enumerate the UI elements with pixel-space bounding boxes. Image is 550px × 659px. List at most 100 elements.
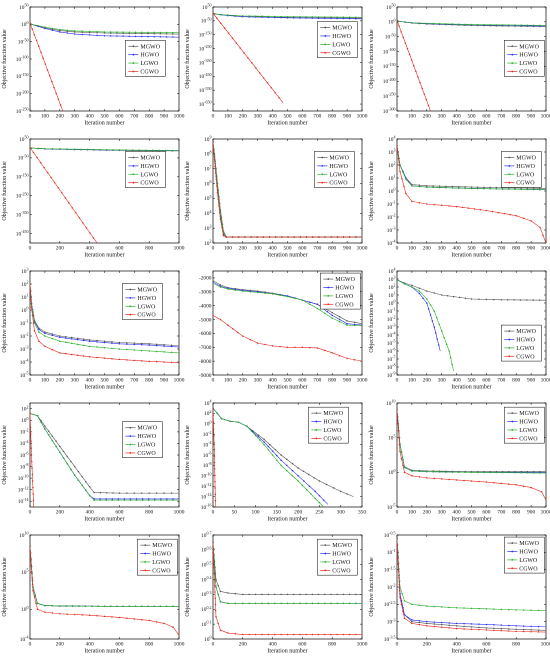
data-point-cgwo [301,346,304,349]
plot-frame [29,138,180,244]
data-point-lgwo [426,186,428,188]
y-tick-label: 10-12 [201,482,212,490]
x-tick-label: 1000 [541,642,550,648]
legend-marker-mgwo [132,156,135,159]
data-point-cgwo [418,623,421,626]
data-point-lgwo [80,148,82,151]
plot-area [30,545,179,636]
data-point-lgwo [93,148,95,151]
data-point-lgwo [234,602,237,605]
data-point-mgwo [513,299,515,301]
legend-label-hgwo: HGWO [152,552,171,558]
y-tick-label: 10-6 [203,451,212,459]
data-point-lgwo [84,605,87,607]
series-line-lgwo [397,279,454,372]
data-point-hgwo [141,344,143,346]
data-point-lgwo [292,602,295,605]
data-point-mgwo [311,593,314,596]
data-point-cgwo [51,348,54,351]
data-point-cgwo [262,77,265,79]
data-point-cgwo [398,25,400,27]
data-point-cgwo [148,619,150,622]
x-tick-label: 700 [130,114,138,120]
data-point-hgwo [500,624,503,626]
data-point-lgwo [246,425,248,428]
data-point-lgwo [403,466,406,469]
data-point-lgwo [237,421,240,423]
data-point-mgwo [47,430,50,432]
data-point-cgwo [32,499,35,502]
data-point-lgwo [445,23,447,25]
data-point-lgwo [438,471,441,473]
x-tick-label: 700 [497,246,505,252]
data-point-cgwo [213,566,215,568]
data-point-cgwo [398,583,401,586]
data-point-cgwo [141,618,143,621]
y-tick-label: 104 [204,209,211,217]
data-point-lgwo [71,605,74,607]
data-point-lgwo [402,171,404,173]
data-point-mgwo [111,341,113,343]
legend-marker-mgwo [132,45,135,48]
x-tick-label: 900 [160,114,168,120]
chart-panel-11: 0 50 100 150 200 250 300 350 104 102 100 10-2 10-4 10… [184,399,366,523]
data-point-cgwo [126,359,128,361]
legend-marker-cgwo [321,181,324,184]
y-tick-label: 10-150 [199,30,212,38]
data-point-lgwo [129,499,132,501]
data-point-cgwo [32,151,35,154]
data-point-lgwo [85,489,87,492]
data-point-cgwo [463,479,465,482]
data-point-mgwo [317,593,320,596]
data-point-hgwo [426,302,428,304]
legend-marker-hgwo [321,164,324,167]
data-point-cgwo [213,461,216,464]
data-point-hgwo [493,624,495,626]
data-point-cgwo [470,480,473,482]
data-point-lgwo [165,149,167,152]
data-point-cgwo [399,450,401,453]
data-point-mgwo [96,31,98,34]
data-point-lgwo [403,600,406,602]
data-point-cgwo [274,91,276,94]
data-point-mgwo [537,629,540,631]
data-point-lgwo [37,24,39,27]
data-point-cgwo [440,204,443,207]
data-point-mgwo [217,584,219,587]
y-tick-label: 105 [388,433,395,441]
data-point-cgwo [40,51,42,54]
data-point-cgwo [264,343,266,346]
x-tick-label: 800 [328,642,336,648]
data-point-lgwo [311,602,314,605]
x-axis-label: Iteration number [84,517,124,523]
data-point-lgwo [93,499,95,501]
x-tick-label: 500 [467,510,475,516]
data-point-lgwo [171,149,174,152]
data-point-lgwo [59,340,61,342]
data-point-mgwo [432,185,434,187]
y-tick-label: -8000 [199,359,212,365]
data-point-mgwo [257,434,260,436]
data-point-cgwo [75,212,77,214]
x-tick-label: 600 [298,642,306,648]
y-axis-label: Objective function value [1,557,8,617]
x-tick-label: 400 [453,642,461,648]
data-point-lgwo [286,602,289,605]
data-point-lgwo [438,22,441,25]
data-point-cgwo [32,493,34,495]
data-point-mgwo [269,443,271,446]
data-point-lgwo [483,187,485,190]
data-point-mgwo [495,186,498,189]
y-tick-label: 10-550 [199,86,212,94]
data-point-mgwo [134,32,137,35]
data-point-cgwo [455,479,458,481]
data-point-cgwo [461,206,464,209]
chart-panel-3: 0 100 200 300 400 500 600 700 800 900 1000 1050 100 1… [368,3,550,127]
data-point-cgwo [485,629,488,631]
legend-marker-mgwo [129,288,132,291]
data-point-hgwo [160,498,162,500]
data-point-lgwo [405,178,407,181]
data-point-cgwo [213,435,215,437]
legend-marker-lgwo [508,173,511,176]
x-tick-label: 400 [453,246,461,252]
